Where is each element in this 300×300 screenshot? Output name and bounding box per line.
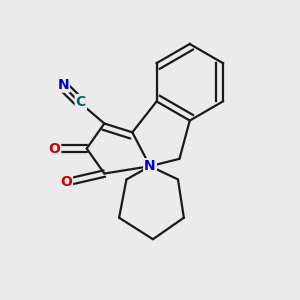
Text: O: O (60, 176, 72, 189)
Text: O: O (48, 142, 60, 155)
Text: N: N (57, 78, 69, 92)
Text: N: N (144, 159, 156, 173)
Text: C: C (76, 95, 86, 109)
